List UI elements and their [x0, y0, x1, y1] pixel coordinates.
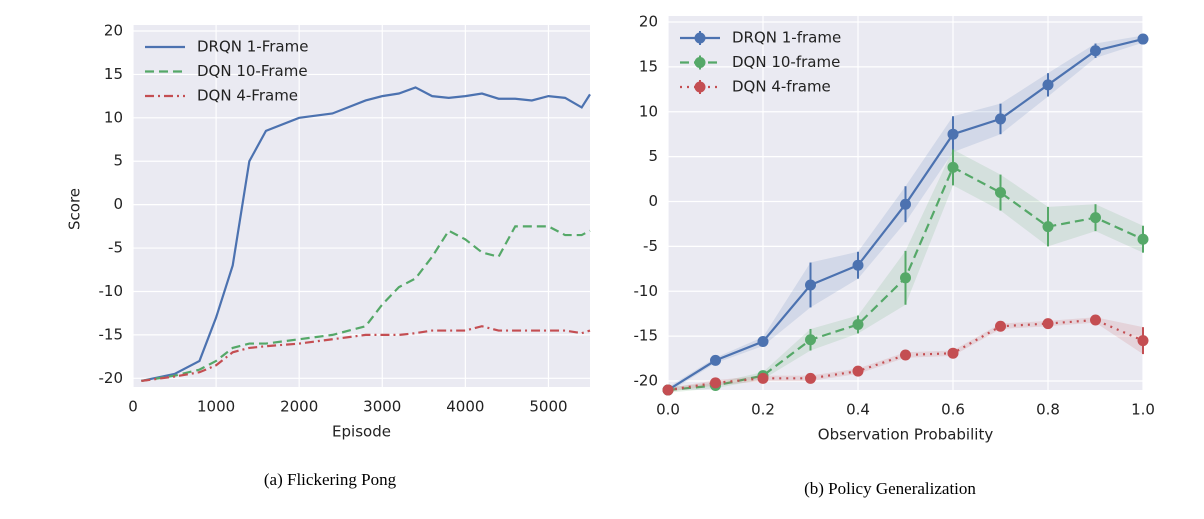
marker: [1137, 33, 1149, 45]
x-axis-label: Observation Probability: [818, 426, 994, 444]
marker: [995, 320, 1006, 332]
y-tick-label: -15: [99, 325, 124, 343]
caption: (b) Policy Generalization: [804, 479, 976, 498]
x-tick-label: 5000: [529, 398, 567, 416]
x-tick-label: 1000: [197, 398, 235, 416]
legend-label: DQN 4-frame: [732, 78, 831, 96]
y-tick-label: 5: [648, 147, 658, 165]
x-tick-label: 0.0: [656, 401, 680, 419]
marker: [757, 336, 769, 348]
x-tick-label: 4000: [446, 398, 484, 416]
legend-marker: [694, 32, 706, 44]
marker: [947, 161, 959, 173]
series-line: [667, 318, 1144, 392]
marker: [662, 384, 674, 396]
y-tick-label: 15: [104, 65, 123, 83]
y-tick-label: 20: [104, 22, 123, 40]
marker: [852, 365, 864, 377]
y-tick-label: 10: [639, 102, 658, 120]
x-tick-label: 0.4: [846, 401, 870, 419]
x-tick-label: 0: [128, 398, 138, 416]
x-tick-label: 0.8: [1036, 401, 1060, 419]
x-tick-label: 1.0: [1131, 401, 1155, 419]
y-tick-label: 15: [639, 57, 658, 75]
y-axis-label: Score: [66, 188, 84, 230]
marker: [900, 198, 911, 210]
marker: [995, 113, 1006, 125]
x-axis-label: Episode: [332, 423, 391, 441]
series-line: [141, 225, 591, 383]
marker: [805, 334, 816, 346]
y-tick-label: 20: [639, 13, 658, 31]
marker: [1090, 314, 1101, 326]
marker: [900, 349, 911, 361]
legend-label: DQN 10-frame: [732, 53, 840, 71]
legend-marker: [694, 81, 706, 93]
marker: [900, 272, 911, 284]
marker: [995, 187, 1006, 199]
marker: [947, 128, 959, 140]
x-tick-label: 0.2: [751, 401, 775, 419]
marker: [1137, 335, 1149, 347]
marker: [1090, 212, 1101, 224]
series-line: [141, 325, 591, 383]
legend-label: DRQN 1-frame: [732, 29, 841, 47]
y-tick-label: 10: [104, 108, 123, 126]
marker: [757, 372, 769, 384]
y-tick-label: 0: [113, 195, 123, 213]
legend-label: DQN 10-Frame: [197, 62, 308, 80]
y-tick-label: 5: [113, 152, 123, 170]
marker: [1042, 318, 1054, 330]
y-tick-label: -10: [634, 282, 659, 300]
marker: [852, 318, 864, 330]
marker: [710, 377, 721, 389]
x-tick-label: 0.6: [941, 401, 965, 419]
marker: [1090, 45, 1101, 57]
marker: [710, 354, 721, 366]
caption: (a) Flickering Pong: [264, 470, 397, 489]
y-tick-label: -5: [108, 239, 123, 257]
x-tick-label: 3000: [363, 398, 401, 416]
marker: [947, 347, 959, 359]
y-tick-label: -15: [634, 327, 659, 345]
subplot: -20 -15 -10 -5 0 5 10 15 20 0 1000 2000 3000 4000 5000…: [66, 22, 591, 489]
marker: [1042, 221, 1054, 233]
legend-label: DRQN 1-Frame: [197, 38, 308, 56]
y-tick-label: -10: [99, 282, 124, 300]
marker: [805, 372, 816, 384]
y-tick-label: -20: [99, 369, 124, 387]
marker: [1137, 233, 1149, 245]
y-tick-label: -5: [643, 237, 658, 255]
y-tick-label: -20: [634, 372, 659, 390]
y-tick-label: 0: [648, 192, 658, 210]
marker: [805, 279, 816, 291]
subplot: -20 -15 -10 -5 0 5 10 15 20 0.0 0.2 0.4 0.6 0.8 1.0 Obs…: [634, 13, 1155, 498]
marker: [1042, 79, 1054, 91]
x-tick-label: 2000: [280, 398, 318, 416]
legend-label: DQN 4-Frame: [197, 87, 298, 105]
series-line: [141, 86, 591, 382]
marker: [852, 259, 864, 271]
legend-marker: [694, 57, 706, 68]
